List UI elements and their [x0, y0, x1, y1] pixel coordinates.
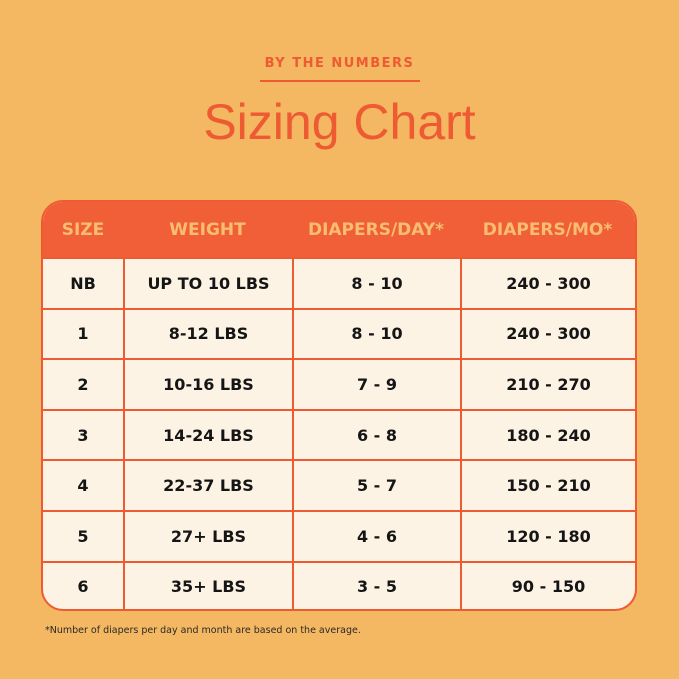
cell-diapers-month: 150 - 210 — [460, 461, 635, 510]
footnote: *Number of diapers per day and month are… — [45, 625, 361, 636]
cell-diapers-day: 8 - 10 — [292, 259, 460, 308]
cell-weight: UP TO 10 LBS — [123, 259, 292, 308]
cell-size: 4 — [77, 476, 89, 496]
cell-diapers-day: 6 - 8 — [292, 410, 460, 460]
cell-weight: 27+ LBS — [123, 511, 292, 561]
table-header-row: SIZE WEIGHT DIAPERS/DAY* DIAPERS/MO* — [43, 202, 635, 257]
sizing-table: SIZE WEIGHT DIAPERS/DAY* DIAPERS/MO* NB U… — [41, 200, 637, 611]
cell-diapers-month: 180 - 240 — [460, 410, 635, 460]
cell-diapers-month: 240 - 300 — [460, 259, 635, 308]
table-row: 4 22-37 LBS 5 - 7 150 - 210 — [43, 459, 635, 510]
cell-size: 2 — [77, 374, 89, 394]
table-row: 5 27+ LBS 4 - 6 120 - 180 — [43, 509, 635, 561]
cell-weight: 22-37 LBS — [123, 461, 292, 510]
header-weight: WEIGHT — [169, 219, 246, 240]
cell-weight: 10-16 LBS — [123, 360, 292, 409]
header-diapers-day: DIAPERS/DAY* — [307, 219, 445, 240]
header-size: SIZE — [61, 219, 105, 240]
table-row: 6 35+ LBS 3 - 5 90 - 150 — [43, 560, 635, 609]
cell-size: 5 — [77, 526, 89, 546]
cell-size: 6 — [77, 577, 89, 597]
cell-diapers-day: 3 - 5 — [292, 562, 460, 609]
cell-size: NB — [70, 273, 96, 293]
header-diapers-month: DIAPERS/MO* — [482, 219, 613, 240]
cell-size: 1 — [77, 324, 89, 344]
table-row: 2 10-16 LBS 7 - 9 210 - 270 — [43, 358, 635, 409]
eyebrow-label: BY THE NUMBERS — [264, 56, 415, 71]
cell-diapers-month: 120 - 180 — [460, 511, 635, 561]
cell-diapers-month: 90 - 150 — [460, 562, 635, 609]
cell-diapers-month: 240 - 300 — [460, 309, 635, 359]
cell-diapers-month: 210 - 270 — [460, 360, 635, 409]
cell-weight: 8-12 LBS — [123, 309, 292, 359]
cell-size: 3 — [77, 425, 89, 445]
eyebrow-underline — [260, 80, 420, 82]
cell-weight: 35+ LBS — [123, 562, 292, 609]
table-row: 1 8-12 LBS 8 - 10 240 - 300 — [43, 307, 635, 359]
table-row: 3 14-24 LBS 6 - 8 180 - 240 — [43, 408, 635, 460]
cell-weight: 14-24 LBS — [123, 410, 292, 460]
cell-diapers-day: 7 - 9 — [292, 360, 460, 409]
cell-diapers-day: 4 - 6 — [292, 511, 460, 561]
cell-diapers-day: 8 - 10 — [292, 309, 460, 359]
cell-diapers-day: 5 - 7 — [292, 461, 460, 510]
table-row: NB UP TO 10 LBS 8 - 10 240 - 300 — [43, 257, 635, 308]
page-title: Sizing Chart — [203, 94, 476, 150]
